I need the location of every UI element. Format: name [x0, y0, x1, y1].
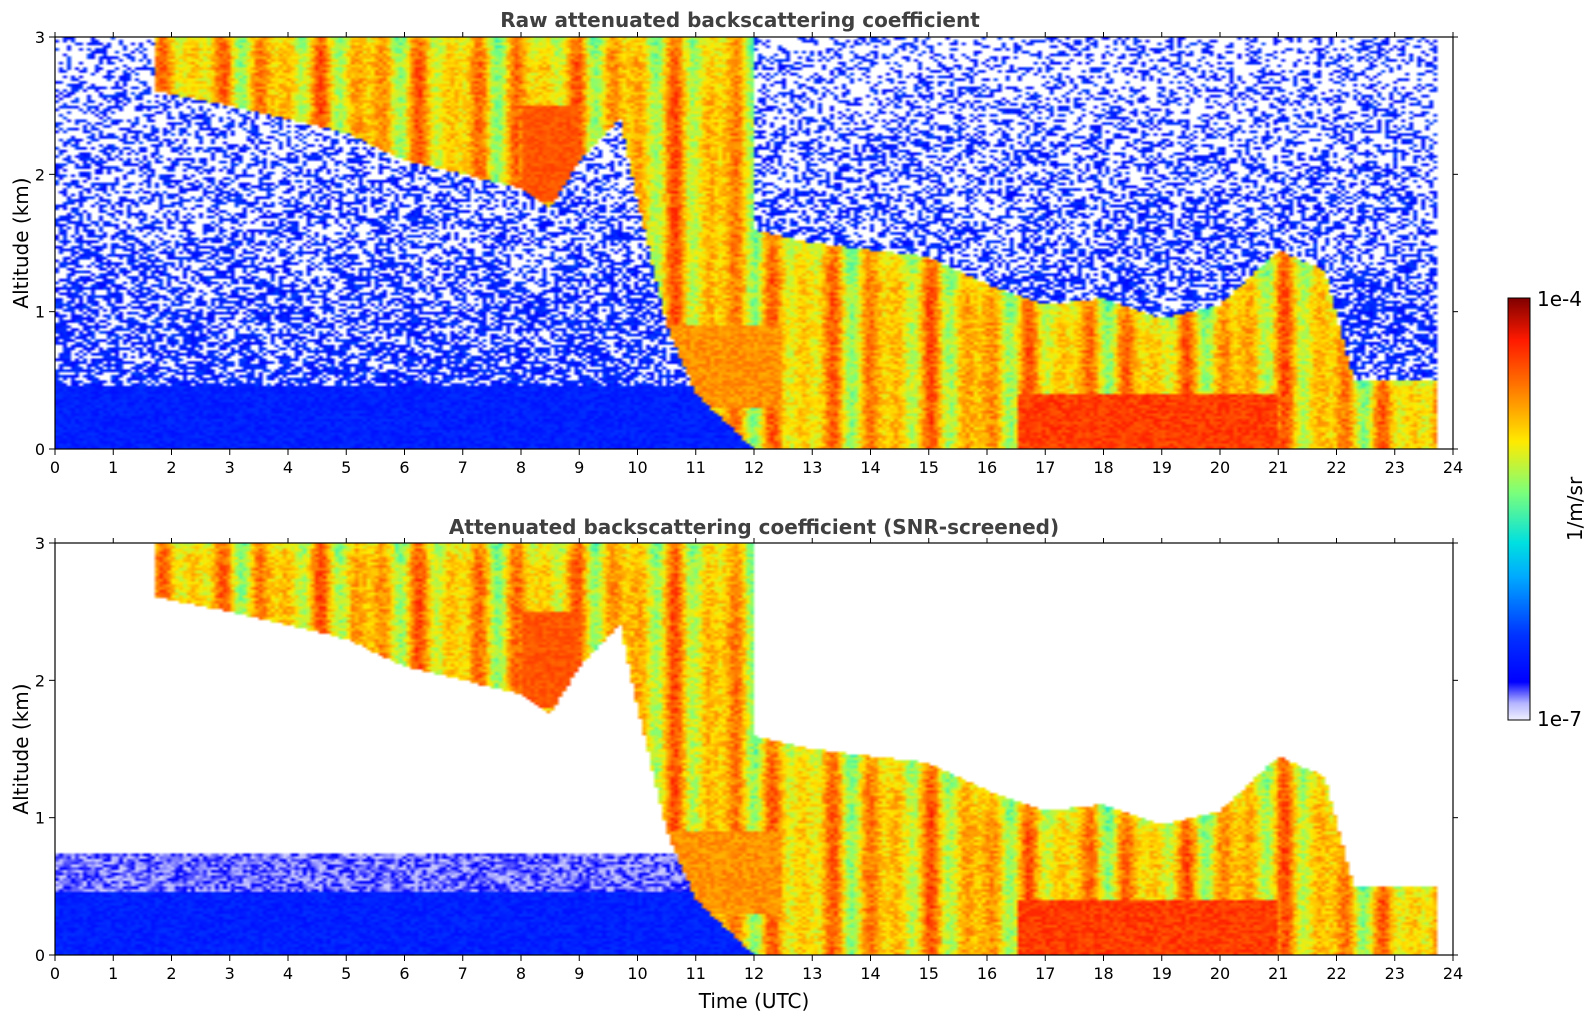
panel-2-title: Attenuated backscattering coefficient (S…	[449, 515, 1059, 539]
x-tick-label: 3	[225, 458, 235, 477]
colorbar-min-label: 1e-7	[1537, 707, 1582, 731]
y-tick-label: 3	[35, 28, 45, 47]
x-tick-label: 4	[283, 964, 293, 983]
x-tick-label: 8	[516, 964, 526, 983]
x-tick-label: 16	[977, 458, 997, 477]
x-tick-label: 0	[50, 964, 60, 983]
x-tick-label: 14	[860, 964, 880, 983]
snr-screened-panel: Attenuated backscattering coefficient (S…	[9, 515, 1463, 1013]
x-tick-label: 19	[1152, 458, 1172, 477]
x-tick-label: 18	[1093, 964, 1113, 983]
x-tick-label: 23	[1385, 964, 1405, 983]
y-tick-label: 2	[35, 165, 45, 184]
x-tick-label: 21	[1268, 964, 1288, 983]
x-tick-label: 24	[1443, 964, 1463, 983]
x-tick-label: 5	[341, 458, 351, 477]
panel-1-y-axis-label: Altitude (km)	[9, 177, 33, 308]
panel-1-y-ticks: 0 1 2 3	[35, 28, 1458, 459]
x-tick-label: 16	[977, 964, 997, 983]
x-tick-label: 13	[802, 458, 822, 477]
colorbar: 1e-4 1e-7 1/m/sr	[1507, 287, 1587, 731]
colorbar-max-label: 1e-4	[1537, 287, 1582, 311]
x-tick-label: 18	[1093, 458, 1113, 477]
y-tick-label: 2	[35, 671, 45, 690]
raw-backscatter-panel: Raw attenuated backscattering coefficien…	[9, 8, 1463, 477]
x-tick-label: 12	[744, 964, 764, 983]
x-tick-label: 9	[574, 458, 584, 477]
x-tick-label: 7	[458, 964, 468, 983]
panel-1-title: Raw attenuated backscattering coefficien…	[500, 8, 980, 32]
x-tick-label: 12	[744, 458, 764, 477]
x-tick-label: 23	[1385, 458, 1405, 477]
x-tick-label: 20	[1210, 964, 1230, 983]
x-tick-label: 0	[50, 458, 60, 477]
x-tick-label: 15	[919, 964, 939, 983]
x-tick-label: 24	[1443, 458, 1463, 477]
y-tick-label: 1	[35, 303, 45, 322]
panel-2-y-axis-label: Altitude (km)	[9, 683, 33, 814]
x-tick-label: 6	[399, 964, 409, 983]
y-tick-label: 0	[35, 440, 45, 459]
x-tick-label: 2	[166, 964, 176, 983]
x-tick-label: 17	[1035, 964, 1055, 983]
panel-1-x-ticks: 0 1 2 3 4 5 6 7 8 9 10 11 12 13 14 15 16 17 18 19 20 21 22 23 24	[50, 32, 1463, 477]
raw-heatmap-image	[55, 37, 1453, 449]
x-tick-label: 21	[1268, 458, 1288, 477]
colorbar-unit-label: 1/m/sr	[1563, 476, 1587, 541]
x-tick-label: 13	[802, 964, 822, 983]
x-tick-label: 4	[283, 458, 293, 477]
x-tick-label: 10	[627, 964, 647, 983]
y-tick-label: 1	[35, 809, 45, 828]
x-tick-label: 15	[919, 458, 939, 477]
x-tick-label: 6	[399, 458, 409, 477]
x-tick-label: 9	[574, 964, 584, 983]
colorbar-gradient	[1507, 297, 1531, 721]
y-tick-label: 0	[35, 946, 45, 965]
x-tick-label: 17	[1035, 458, 1055, 477]
x-tick-label: 20	[1210, 458, 1230, 477]
x-tick-label: 5	[341, 964, 351, 983]
x-tick-label: 11	[686, 964, 706, 983]
x-tick-label: 10	[627, 458, 647, 477]
screened-heatmap-image	[55, 543, 1453, 955]
x-tick-label: 3	[225, 964, 235, 983]
x-tick-label: 7	[458, 458, 468, 477]
panel-2-x-axis-label: Time (UTC)	[698, 989, 810, 1013]
x-tick-label: 2	[166, 458, 176, 477]
x-tick-label: 14	[860, 458, 880, 477]
panel-2-y-ticks: 0 1 2 3	[35, 534, 1458, 965]
x-tick-label: 8	[516, 458, 526, 477]
x-tick-label: 1	[108, 964, 118, 983]
x-tick-label: 22	[1326, 458, 1346, 477]
x-tick-label: 1	[108, 458, 118, 477]
x-tick-label: 22	[1326, 964, 1346, 983]
x-tick-label: 19	[1152, 964, 1172, 983]
x-tick-label: 11	[686, 458, 706, 477]
y-tick-label: 3	[35, 534, 45, 553]
panel-2-x-ticks: 0 1 2 3 4 5 6 7 8 9 10 11 12 13 14 15 16 17 18 19 20 21 22 23 24	[50, 538, 1463, 983]
